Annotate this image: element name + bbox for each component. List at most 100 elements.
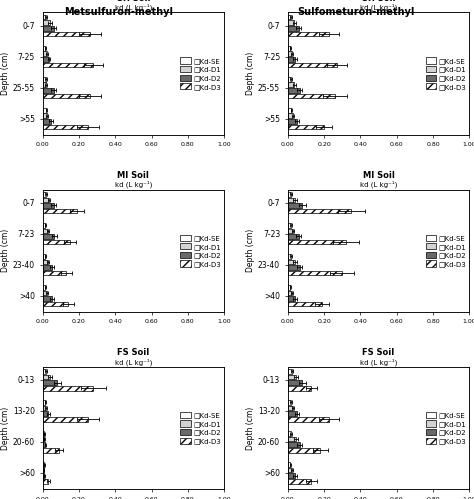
Bar [288, 285, 291, 290]
Bar [43, 448, 59, 453]
X-axis label: kd (L kg⁻¹): kd (L kg⁻¹) [115, 181, 152, 189]
Bar [288, 406, 293, 411]
Bar [288, 77, 292, 81]
Bar [288, 229, 293, 233]
Bar [288, 400, 291, 405]
Bar [288, 57, 295, 62]
Bar [43, 198, 49, 202]
Bar [43, 462, 45, 467]
Bar [43, 406, 46, 411]
Bar [43, 20, 50, 25]
Bar [288, 417, 329, 422]
Bar [43, 296, 52, 301]
Title: FS Soil: FS Soil [117, 348, 150, 357]
Bar [288, 375, 296, 379]
Bar [43, 26, 54, 30]
Bar [43, 223, 46, 228]
Bar [43, 265, 52, 270]
X-axis label: kd (L kg⁻¹): kd (L kg⁻¹) [115, 358, 152, 366]
Bar [288, 223, 291, 228]
Bar [288, 93, 335, 98]
Bar [288, 209, 351, 214]
Bar [43, 259, 48, 264]
Bar [43, 369, 46, 374]
Bar [43, 240, 70, 245]
Title: SH Soil: SH Soil [117, 0, 150, 3]
Bar [43, 380, 57, 385]
Bar [43, 417, 88, 422]
Bar [288, 270, 342, 275]
Bar [43, 77, 46, 81]
Bar [43, 209, 77, 214]
Bar [288, 15, 292, 19]
Bar [43, 290, 47, 295]
Bar [43, 400, 46, 405]
Bar [43, 51, 47, 56]
Bar [43, 82, 46, 87]
X-axis label: kd (L kg⁻¹): kd (L kg⁻¹) [115, 3, 152, 11]
Bar [43, 431, 45, 436]
Bar [43, 93, 90, 98]
Y-axis label: Depth (cm): Depth (cm) [246, 52, 255, 95]
Text: Sulfometuron-methyl: Sulfometuron-methyl [297, 7, 414, 17]
Bar [288, 474, 295, 478]
Bar [288, 51, 292, 56]
Bar [288, 468, 292, 473]
Bar [288, 192, 292, 197]
Bar [288, 125, 324, 129]
Legend: □Kd-SE, □Kd-D1, □Kd-D2, □Kd-D3: □Kd-SE, □Kd-D1, □Kd-D2, □Kd-D3 [181, 57, 221, 90]
Bar [288, 20, 294, 25]
Bar [288, 431, 292, 436]
Legend: □Kd-SE, □Kd-D1, □Kd-D2, □Kd-D3: □Kd-SE, □Kd-D1, □Kd-D2, □Kd-D3 [181, 412, 221, 444]
Bar [288, 380, 302, 385]
Bar [43, 468, 44, 473]
Bar [43, 125, 88, 129]
Bar [288, 113, 293, 118]
Bar [43, 270, 66, 275]
Bar [288, 479, 311, 484]
Bar [43, 229, 48, 233]
Bar [43, 302, 68, 306]
Bar [288, 437, 296, 442]
Title: MI Soil: MI Soil [363, 171, 394, 180]
Bar [288, 290, 292, 295]
Bar [43, 203, 54, 208]
Bar [288, 442, 300, 447]
Bar [288, 198, 295, 202]
Y-axis label: Depth (cm): Depth (cm) [246, 406, 255, 450]
Bar [288, 259, 295, 264]
Bar [288, 448, 320, 453]
Bar [288, 265, 300, 270]
Bar [43, 474, 45, 478]
Bar [288, 62, 337, 67]
Bar [288, 240, 346, 245]
Bar [288, 203, 302, 208]
Title: MI Soil: MI Soil [118, 171, 149, 180]
Bar [43, 411, 48, 416]
Bar [288, 31, 329, 36]
Bar [288, 411, 297, 416]
Bar [43, 386, 93, 391]
Bar [43, 192, 46, 197]
Bar [288, 119, 297, 124]
Bar [43, 234, 55, 239]
Bar [43, 57, 49, 62]
Bar [288, 46, 291, 50]
Legend: □Kd-SE, □Kd-D1, □Kd-D2, □Kd-D3: □Kd-SE, □Kd-D1, □Kd-D2, □Kd-D3 [181, 235, 221, 267]
Legend: □Kd-SE, □Kd-D1, □Kd-D2, □Kd-D3: □Kd-SE, □Kd-D1, □Kd-D2, □Kd-D3 [426, 235, 466, 267]
Bar [288, 234, 299, 239]
Bar [288, 108, 292, 113]
Bar [288, 88, 300, 93]
Bar [288, 462, 291, 467]
X-axis label: kd (L kg⁻¹): kd (L kg⁻¹) [360, 358, 397, 366]
Legend: □Kd-SE, □Kd-D1, □Kd-D2, □Kd-D3: □Kd-SE, □Kd-D1, □Kd-D2, □Kd-D3 [426, 57, 466, 90]
Bar [43, 285, 46, 290]
X-axis label: kd (L kg⁻¹): kd (L kg⁻¹) [360, 3, 397, 11]
Title: FS Soil: FS Soil [362, 348, 395, 357]
Bar [288, 296, 295, 301]
Bar [43, 31, 90, 36]
Bar [43, 62, 93, 67]
Bar [288, 254, 292, 258]
Y-axis label: Depth (cm): Depth (cm) [1, 229, 10, 272]
Text: Metsulfuron-methyl: Metsulfuron-methyl [64, 7, 173, 17]
